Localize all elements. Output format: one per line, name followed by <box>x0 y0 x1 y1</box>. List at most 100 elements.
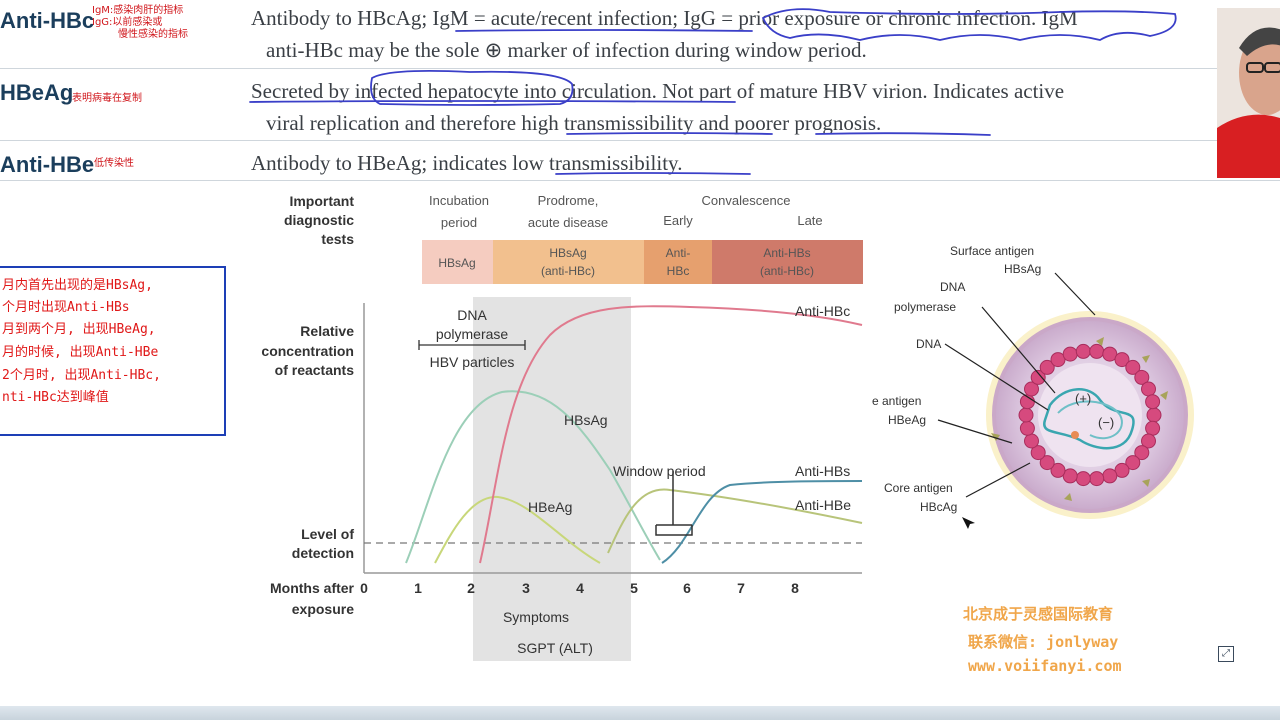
capsid-bead <box>1102 346 1118 362</box>
leader-line <box>937 419 1013 444</box>
test-box-hbsag-antihbc <box>493 240 644 284</box>
label-detection: detection <box>292 545 354 561</box>
capsid-bead <box>1075 343 1091 359</box>
plus-strand-label: (+) <box>1075 391 1091 406</box>
capsid-bead <box>1062 468 1078 484</box>
x-tick: 0 <box>360 580 368 596</box>
side-note-line: 个月时出现Anti-HBs <box>2 300 130 315</box>
leader-line <box>1054 272 1096 316</box>
curve-label-hbsag: HBsAg <box>564 412 608 428</box>
window-bracket <box>655 471 693 536</box>
dna-strand <box>1043 388 1135 450</box>
mouse-cursor-icon <box>962 517 975 529</box>
capsid-bead <box>1039 359 1055 375</box>
capsid-bead <box>1019 420 1035 436</box>
dna-label: DNA <box>457 307 487 323</box>
side-note-box: 月内首先出现的是HBsAg, 个月时出现Anti-HBs 月到两个月, 出现HB… <box>0 266 226 436</box>
capsid-bead <box>1039 455 1055 471</box>
presenter-webcam <box>1217 8 1280 178</box>
desc-line: viral replication and therefore high tra… <box>266 111 882 135</box>
underline-stroke <box>555 172 751 175</box>
desc-line: Antibody to HBeAg; indicates low transmi… <box>251 151 683 175</box>
leader-line <box>944 343 1049 411</box>
cn-note: 低传染性 <box>94 158 134 169</box>
curve-label-anti-hbe: Anti-HBe <box>795 497 851 513</box>
capsid-bead <box>1062 346 1078 362</box>
capsid-bead <box>1030 445 1046 461</box>
label-level: Level of <box>301 526 354 542</box>
x-tick: 7 <box>737 580 745 596</box>
capsid-bead <box>1114 462 1130 478</box>
presenter-glasses <box>1264 62 1280 73</box>
x-tick: 6 <box>683 580 691 596</box>
bottom-bar <box>0 706 1280 720</box>
scribble-stroke <box>762 8 1177 41</box>
capsid-bead <box>1018 407 1034 423</box>
term-anti-hbc: Anti-HBc <box>0 8 95 33</box>
presenter-hair <box>1239 27 1280 56</box>
capsid-bead <box>1030 369 1046 385</box>
phase-period: period <box>441 215 477 230</box>
core-capsid <box>1018 343 1162 487</box>
phase-convalescence: Convalescence <box>702 193 791 208</box>
leader-line <box>965 462 1031 498</box>
curve-hbsag <box>405 390 661 564</box>
capsid-bead <box>1134 445 1150 461</box>
capsid-bead <box>1075 471 1091 487</box>
curve-label-anti-hbs: Anti-HBs <box>795 463 850 479</box>
symptoms-shading <box>473 297 631 661</box>
presenter-avatar <box>1217 8 1280 178</box>
capsid-bead <box>1114 352 1130 368</box>
label-months: Months after <box>270 580 355 596</box>
x-tick: 8 <box>791 580 799 596</box>
phase-acute: acute disease <box>528 215 608 230</box>
spike-marker <box>1064 493 1072 501</box>
spike-marker <box>991 433 1000 441</box>
spike-marker <box>1142 479 1150 487</box>
expand-icon[interactable]: ⤢ <box>1218 646 1234 662</box>
underline-stroke <box>566 132 773 135</box>
dna-label: polymerase <box>436 326 509 342</box>
leader-line <box>981 306 1056 394</box>
spike-marker <box>1160 391 1168 400</box>
x-tick: 2 <box>467 580 475 596</box>
curve-label-hbeag: HBeAg <box>528 499 572 515</box>
capsid-bead <box>1089 343 1105 359</box>
underline-stroke <box>815 132 991 136</box>
phase-late: Late <box>797 213 822 228</box>
test-box-antihbc <box>644 240 712 284</box>
row-divider <box>0 180 1280 181</box>
row-divider <box>0 68 1280 69</box>
side-note-line: 月的时候, 出现Anti-HBe <box>2 345 159 360</box>
capsid-bead <box>1102 468 1118 484</box>
test-box-label: HBc <box>667 264 690 278</box>
label-reactants: of reactants <box>275 362 355 378</box>
label-concentration: concentration <box>261 343 354 359</box>
x-tick: 4 <box>576 580 584 596</box>
phase-prodrome: Prodrome, <box>538 193 599 208</box>
test-bar: HBsAg HBsAg (anti-HBc) Anti- HBc Anti-HB… <box>422 240 863 284</box>
virion-label: polymerase <box>894 300 956 314</box>
capsid-bead <box>1141 381 1156 397</box>
side-note-line: 月到两个月, 出现HBeAg, <box>2 322 156 337</box>
x-tick: 1 <box>414 580 422 596</box>
capsid-bead <box>1141 433 1156 449</box>
term-anti-hbe: Anti-HBe <box>0 152 95 177</box>
surface-spikes <box>991 337 1168 501</box>
pen-annotations <box>249 8 1177 175</box>
capsid-bead <box>1145 394 1161 410</box>
hbv-serology-figure: Important diagnostic tests Relative conc… <box>261 193 863 661</box>
label-exposure: exposure <box>292 601 354 617</box>
hbv-virion-diagram: (+) (−) Surface antigen HBsAg DNA polyme… <box>872 244 1194 529</box>
side-note-line: 2个月时, 出现Anti-HBc, <box>2 368 161 383</box>
row-divider <box>0 140 1280 141</box>
curve-anti-hbc <box>479 305 863 564</box>
capsid-bead <box>1089 471 1105 487</box>
capsid-bead <box>1125 359 1141 375</box>
capsid-bead <box>1024 381 1039 397</box>
capsid-bead <box>1050 352 1066 368</box>
watermark-line: 联系微信: jonlyway <box>968 633 1119 651</box>
virion-label: Surface antigen <box>950 244 1034 258</box>
virion-label: HBcAg <box>920 500 957 514</box>
virion-label: HBeAg <box>888 413 926 427</box>
